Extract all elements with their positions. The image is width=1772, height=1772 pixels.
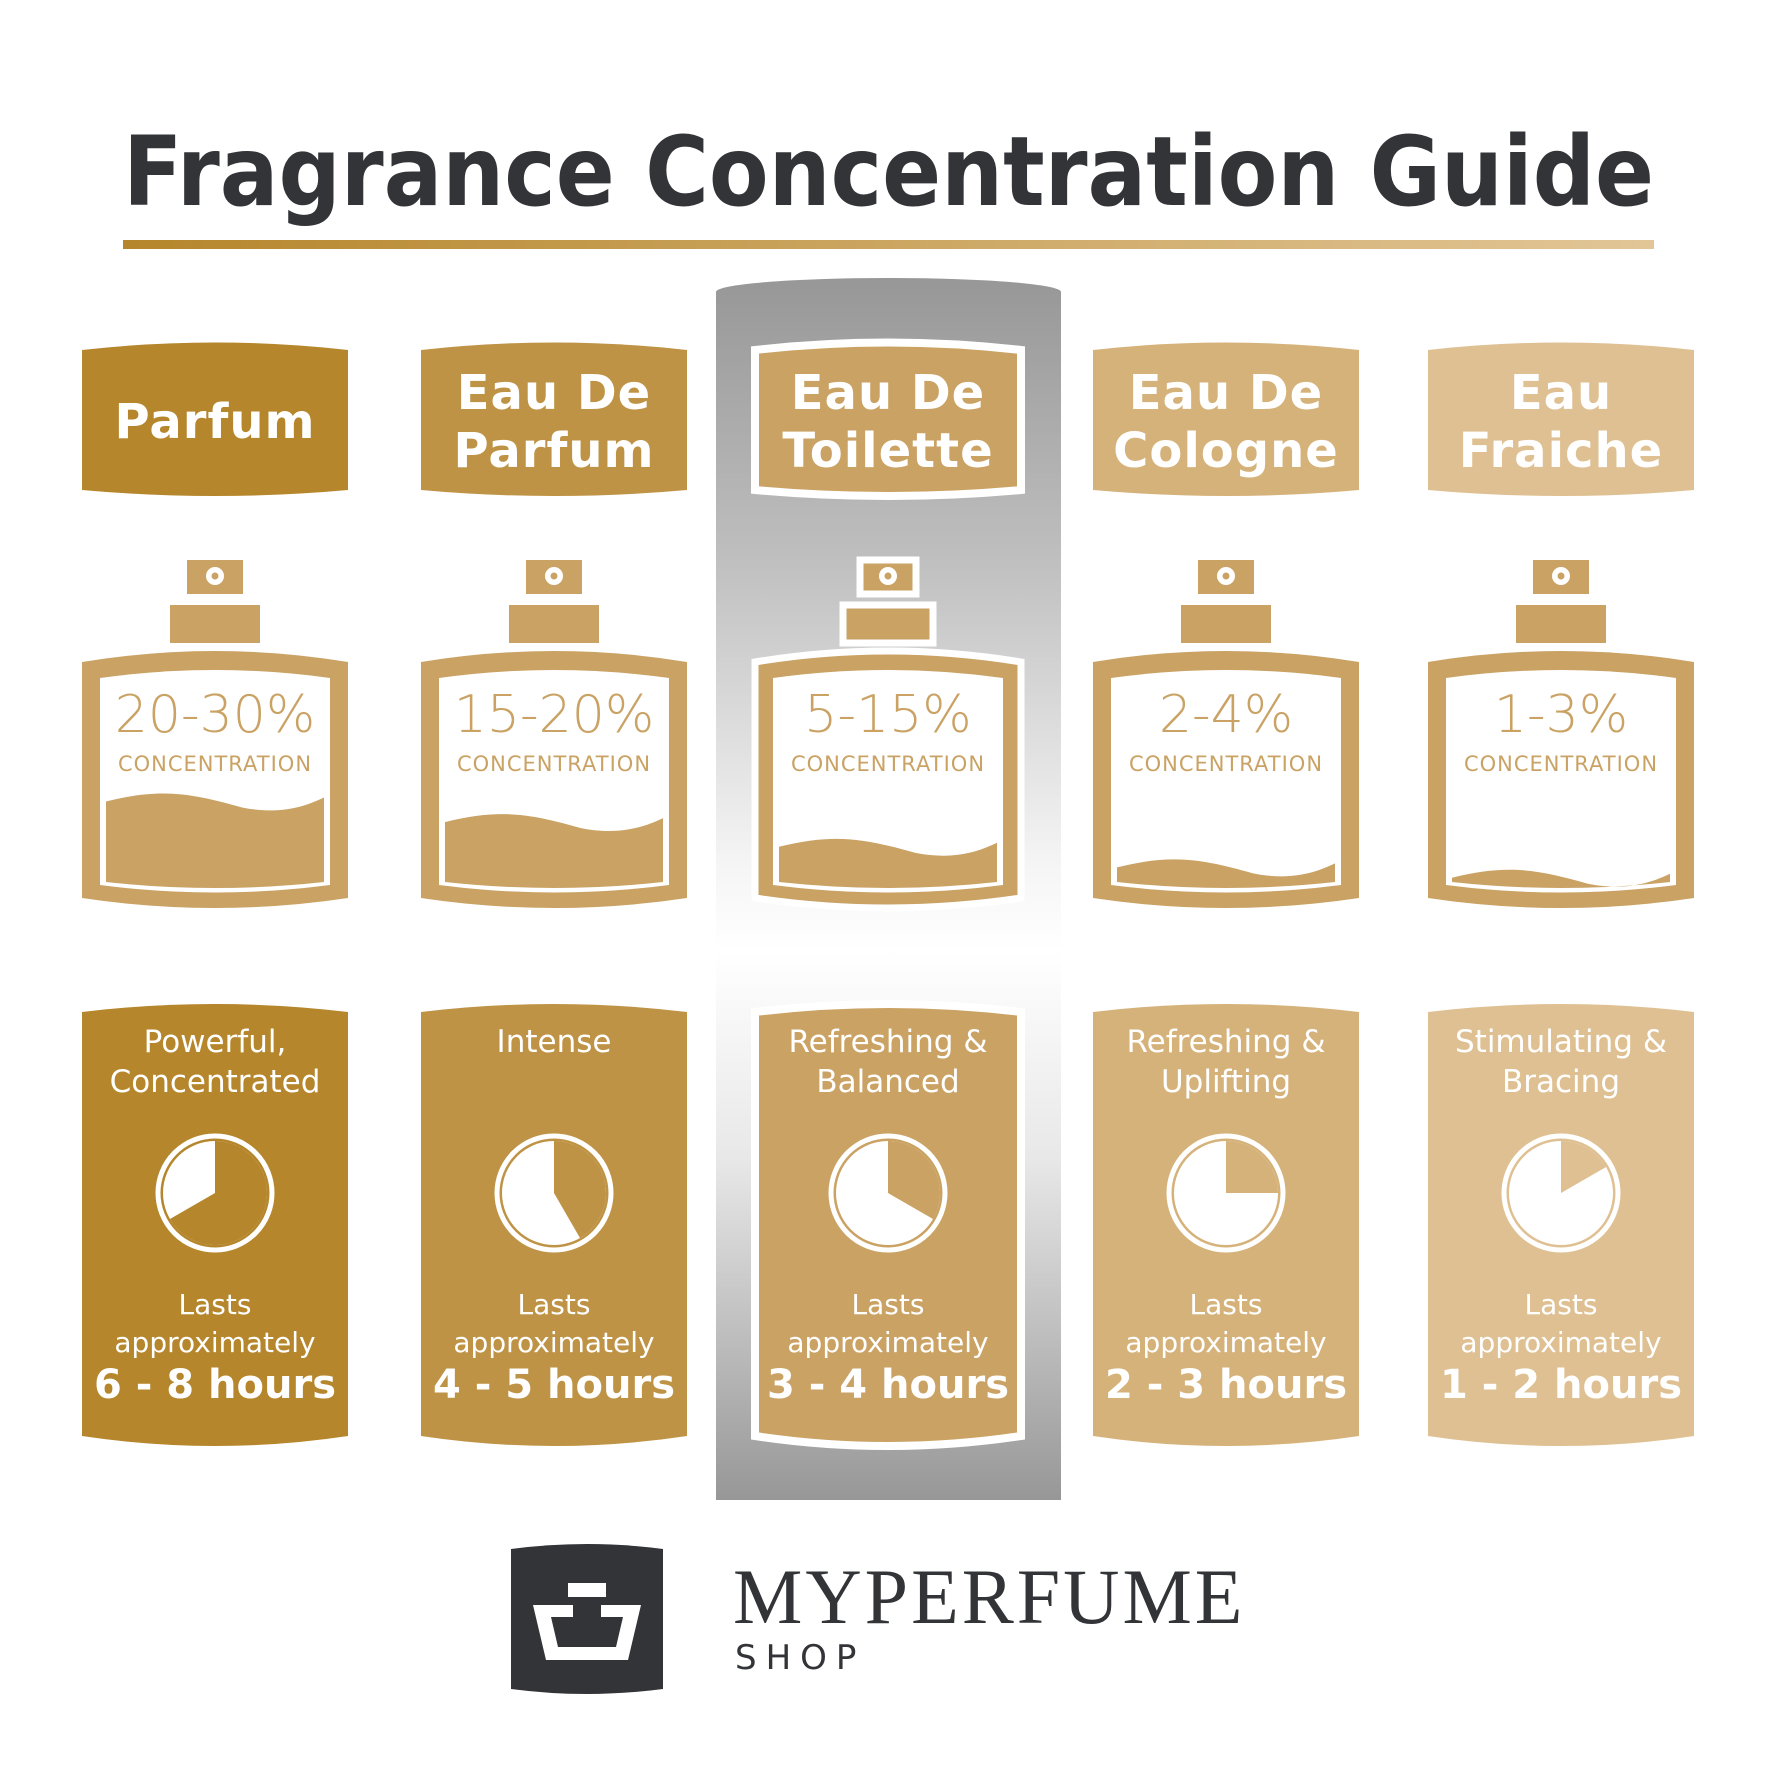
concentration-percent: 2-4% [1158, 685, 1294, 745]
concentration-percent: 5-15% [804, 685, 972, 745]
approximately-label: approximately [1125, 1326, 1327, 1359]
duration-hours: 4 - 5 hours [432, 1362, 675, 1408]
lasts-text: Lasts approximately [1428, 1286, 1694, 1362]
perfume-bottle-icon [82, 560, 348, 908]
column-graphics [751, 338, 1025, 1450]
lasts-text: Lasts approximately [1093, 1286, 1359, 1362]
duration-wedge [554, 1141, 607, 1239]
duration-wedge [888, 1141, 940, 1219]
liquid-level [445, 814, 663, 888]
duration-hours: 3 - 4 hours [766, 1362, 1009, 1408]
title-underline [123, 240, 1654, 249]
concentration-name: Parfum [114, 394, 316, 450]
concentration-percent: 1-3% [1493, 685, 1629, 745]
column-graphics [1428, 342, 1694, 1446]
concentration-percent: 15-20% [453, 685, 655, 745]
name-banner [1093, 342, 1359, 496]
duration-wedge [1226, 1141, 1278, 1193]
scent-description: Intense [496, 1024, 612, 1060]
concentration-label: CONCENTRATION [1128, 752, 1324, 776]
scent-description: Stimulating & Bracing [1454, 1024, 1668, 1100]
clock-pie-icon [1501, 1133, 1621, 1253]
name-banner [751, 338, 1025, 500]
concentration-name: Eau De Toilette [782, 365, 994, 479]
lasts-label: Lasts [1189, 1288, 1263, 1321]
clock-pie-icon [1166, 1133, 1286, 1253]
duration-hours: 2 - 3 hours [1104, 1362, 1347, 1408]
approximately-label: approximately [787, 1326, 989, 1359]
lasts-label: Lasts [178, 1288, 252, 1321]
liquid-level [106, 793, 324, 888]
approximately-label: approximately [1460, 1326, 1662, 1359]
perfume-bottle-icon [751, 556, 1025, 912]
liquid-level [1452, 869, 1670, 888]
clock-pie-icon [155, 1133, 275, 1253]
duration-hours: 6 - 8 hours [93, 1362, 336, 1408]
concentration-label: CONCENTRATION [117, 752, 313, 776]
perfume-bottle-icon [1093, 560, 1359, 908]
liquid-level [779, 838, 997, 888]
name-banner [82, 342, 348, 496]
column-1: Parfum 20-30% CONCENTRATION Powerful, Co… [82, 340, 348, 1450]
lasts-text: Lasts approximately [421, 1286, 687, 1362]
column-graphics [421, 342, 687, 1446]
concentration-name: Eau De Cologne [1113, 365, 1339, 479]
clock-pie-icon [828, 1133, 948, 1253]
approximately-label: approximately [453, 1326, 655, 1359]
perfume-bottle-icon [421, 560, 687, 908]
approximately-label: approximately [114, 1326, 316, 1359]
liquid-level [1117, 859, 1335, 888]
duration-wedge [169, 1141, 267, 1245]
concentration-label: CONCENTRATION [790, 752, 986, 776]
name-banner [421, 342, 687, 496]
lasts-label: Lasts [1524, 1288, 1598, 1321]
scent-description: Powerful, Concentrated [109, 1024, 321, 1100]
lasts-label: Lasts [517, 1288, 591, 1321]
concentration-label: CONCENTRATION [1463, 752, 1659, 776]
column-5: Eau Fraiche 1-3% CONCENTRATION Stimulati… [1428, 340, 1694, 1450]
concentration-label: CONCENTRATION [456, 752, 652, 776]
concentration-name: Eau Fraiche [1458, 365, 1664, 479]
brand-name: MYPERFUME [733, 1553, 1246, 1640]
perfume-bottle-logo-icon [511, 1544, 663, 1694]
clock-pie-icon [494, 1133, 614, 1253]
column-2: Eau De Parfum 15-20% CONCENTRATION Inten… [421, 340, 687, 1450]
column-3: Eau De Toilette 5-15% CONCENTRATION Refr… [751, 338, 1025, 1450]
concentration-name: Eau De Parfum [453, 365, 655, 479]
perfume-bottle-icon [1428, 560, 1694, 908]
column-graphics [82, 342, 348, 1446]
lasts-text: Lasts approximately [82, 1286, 348, 1362]
column-4: Eau De Cologne 2-4% CONCENTRATION Refres… [1093, 340, 1359, 1450]
scent-description: Refreshing & Uplifting [1126, 1024, 1326, 1100]
brand-subtitle: SHOP [735, 1638, 866, 1678]
concentration-percent: 20-30% [114, 685, 316, 745]
column-graphics [1093, 342, 1359, 1446]
lasts-label: Lasts [851, 1288, 925, 1321]
lasts-text: Lasts approximately [755, 1286, 1021, 1362]
title-text: Fragrance Concentration Guide [123, 116, 1654, 228]
name-banner [1428, 342, 1694, 496]
page-title: Fragrance Concentration Guide [123, 116, 1654, 228]
duration-wedge [1561, 1141, 1607, 1193]
scent-description: Refreshing & Balanced [788, 1024, 988, 1100]
duration-hours: 1 - 2 hours [1439, 1362, 1682, 1408]
